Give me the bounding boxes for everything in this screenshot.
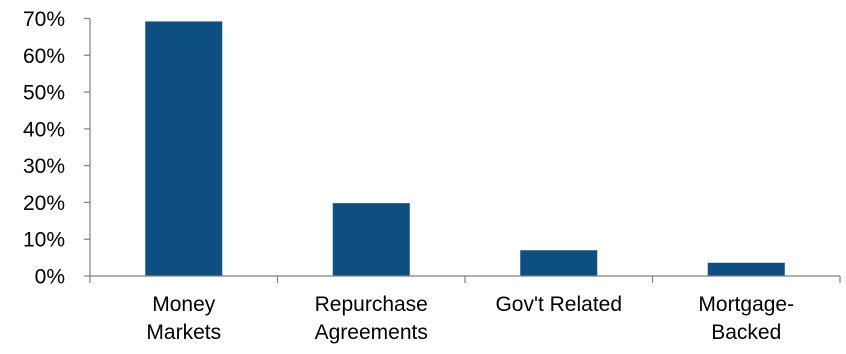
y-tick-label: 70% bbox=[23, 8, 65, 31]
y-tick-label: 30% bbox=[23, 155, 65, 178]
x-tick-label: Gov't Related bbox=[495, 293, 622, 316]
x-tick-label: Money Markets bbox=[146, 293, 221, 344]
y-axis: 0% 10% 20% 30% 40% 50% 60% 70% bbox=[23, 8, 91, 289]
bar bbox=[520, 250, 598, 276]
bar bbox=[332, 203, 410, 276]
bar bbox=[707, 262, 785, 276]
x-axis: Money Markets Repurchase Agreements Gov't Re… bbox=[89, 275, 841, 344]
y-tick-label: 50% bbox=[23, 82, 65, 105]
x-tick-label: Repurchase Agreements bbox=[315, 293, 428, 344]
y-tick-label: 20% bbox=[23, 192, 65, 215]
y-tick-label: 60% bbox=[23, 45, 65, 68]
y-tick-label: 10% bbox=[23, 229, 65, 252]
bar bbox=[145, 21, 223, 277]
y-tick-label: 40% bbox=[23, 118, 65, 141]
bars bbox=[145, 21, 785, 277]
x-tick-label: Mortgage-Backed bbox=[698, 293, 794, 344]
y-tick-label: 0% bbox=[35, 266, 65, 289]
